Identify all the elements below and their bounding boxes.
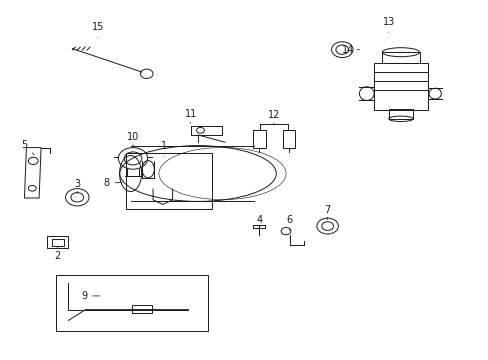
Bar <box>132 305 151 313</box>
Text: 15: 15 <box>91 22 104 38</box>
Text: 3: 3 <box>74 179 80 193</box>
Bar <box>253 130 265 148</box>
Text: 8: 8 <box>103 177 122 188</box>
Text: 1: 1 <box>161 141 166 157</box>
Text: 14: 14 <box>341 45 359 55</box>
Bar <box>282 130 294 148</box>
Text: 2: 2 <box>55 247 61 261</box>
Bar <box>56 275 207 331</box>
Text: 12: 12 <box>267 110 280 124</box>
Text: 9: 9 <box>81 291 100 301</box>
Bar <box>126 153 211 209</box>
Bar <box>47 236 68 248</box>
Bar <box>382 52 419 63</box>
Bar <box>52 239 63 246</box>
Bar <box>373 63 427 110</box>
Text: 6: 6 <box>286 215 292 230</box>
Text: 7: 7 <box>324 204 330 220</box>
Bar <box>388 109 412 119</box>
Text: 10: 10 <box>126 132 139 147</box>
Text: 4: 4 <box>256 215 262 230</box>
Text: 13: 13 <box>382 17 394 32</box>
Text: 5: 5 <box>21 140 34 155</box>
Text: 11: 11 <box>184 109 197 123</box>
